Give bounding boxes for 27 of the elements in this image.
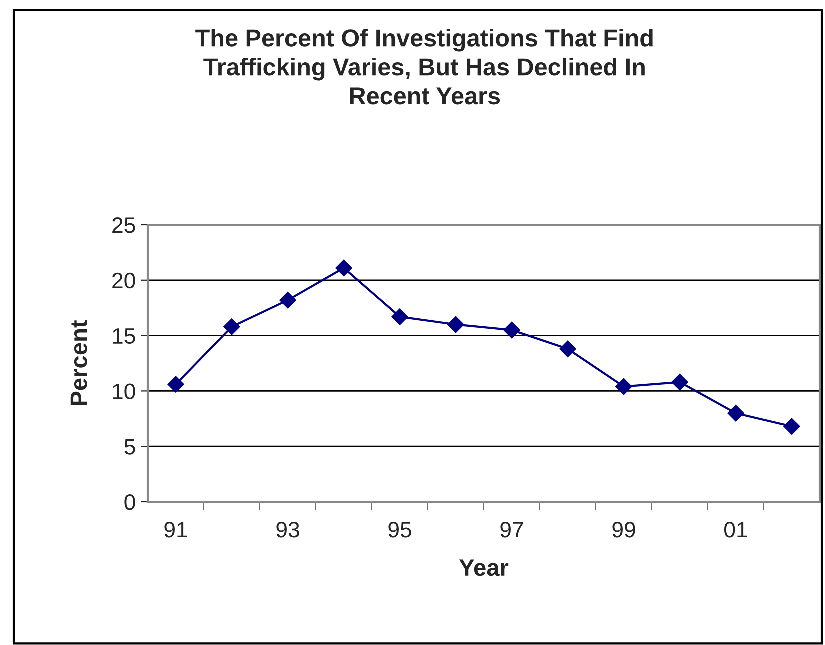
point xyxy=(224,318,240,336)
x-tick-label: 99 xyxy=(612,522,636,538)
point xyxy=(728,404,744,422)
point xyxy=(168,376,184,393)
x-tick-label: 01 xyxy=(724,522,748,538)
y-tick-label: 10 xyxy=(113,384,136,400)
point xyxy=(504,322,520,339)
y-tick-label: 15 xyxy=(113,328,136,344)
y-tick-label: 0 xyxy=(124,494,136,510)
point xyxy=(672,374,688,391)
x-tick-label: 95 xyxy=(388,522,412,538)
y-axis-title: Percent xyxy=(70,320,88,406)
y-tick-label: 5 xyxy=(124,439,136,455)
point xyxy=(448,316,464,334)
chart-title: The Percent Of Investigations That Find Trafficking Varies, But Has Declined In Recent Years xyxy=(196,29,653,105)
x-axis-title: Year xyxy=(459,560,509,576)
y-tick-label: 20 xyxy=(112,272,136,289)
point xyxy=(560,340,576,358)
y-tick-label: 25 xyxy=(112,218,136,234)
point xyxy=(336,260,352,277)
x-tick-label: 91 xyxy=(164,522,188,538)
point xyxy=(784,418,800,436)
point xyxy=(280,292,296,309)
x-tick-label: 93 xyxy=(276,522,300,538)
point xyxy=(392,308,408,326)
x-tick-label: 97 xyxy=(500,522,524,538)
point xyxy=(616,378,632,396)
